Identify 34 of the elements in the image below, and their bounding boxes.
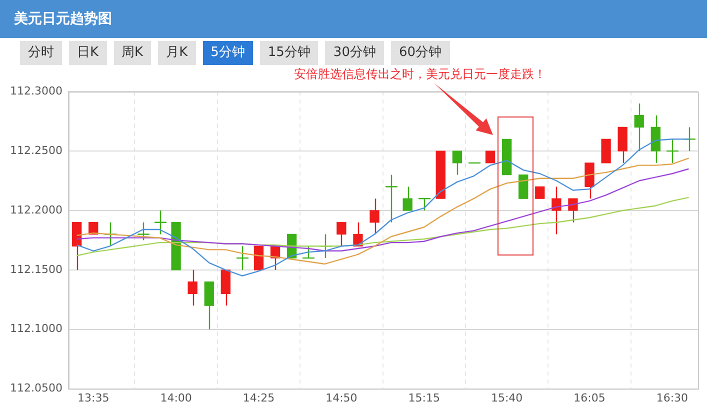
text: 分时 [20,41,62,65]
candlestick [485,150,496,164]
y-tick-label: 112.3000 [10,84,62,98]
text: 5分钟 [202,41,253,65]
y-tick-label: 112.2000 [10,203,62,216]
text: 30分钟 [325,41,384,65]
candlestick [402,186,412,212]
text: 60分钟 [390,41,450,65]
x-tick-label: 14:25 [242,391,275,404]
x-tick-label: 15:15 [408,391,440,404]
x-tick-label: 15:40 [490,391,523,404]
candlestick [568,198,578,223]
candlestick [336,222,346,247]
candlestick [188,269,198,306]
text: 周K [114,41,152,65]
y-tick-label: 112.2500 [10,144,62,157]
candlestick [452,150,462,176]
x-tick-label: 16:30 [656,391,688,404]
y-tick-label: 112.1500 [10,262,62,276]
candlestick [552,186,562,235]
text: 15分钟 [260,41,318,65]
candlestick [634,102,644,152]
x-tick-label: 13:35 [78,391,110,404]
text: 日K [69,41,107,65]
x-tick-label: 16:05 [574,391,606,404]
y-tick-label: 112.1000 [10,322,62,336]
y-tick-label: 112.0500 [10,382,62,395]
x-tick-label: 14:50 [326,391,358,404]
x-tick-label: 14:00 [160,391,192,404]
candlestick [370,198,380,235]
text: 安倍胜选信息传出之时，美元兑日元一度走跌！ [294,66,546,83]
chart-title: 美元日元趋势图 [0,0,707,38]
candlestick [535,186,545,200]
text: 月K [158,41,196,65]
